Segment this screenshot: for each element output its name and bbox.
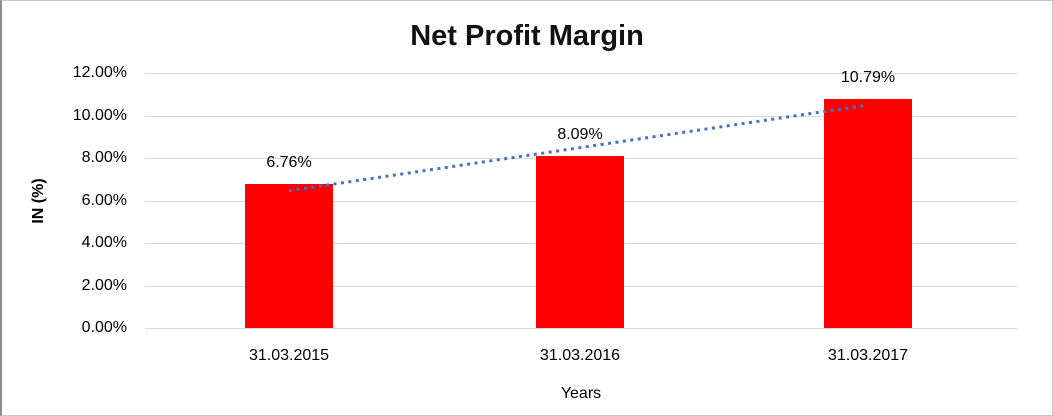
bar-data-label: 6.76% (266, 154, 312, 172)
y-tick-label: 6.00% (81, 191, 127, 209)
bar (536, 156, 624, 328)
chart-title: Net Profit Margin (410, 20, 644, 52)
x-tick-label: 31.03.2016 (539, 347, 621, 364)
x-axis-title: Years (560, 385, 602, 402)
bar (245, 184, 333, 328)
y-tick-label: 0.00% (81, 319, 127, 336)
y-tick-label: 4.00% (81, 234, 127, 251)
y-tick-label: 8.00% (81, 149, 127, 166)
bar-data-label: 8.09% (557, 126, 603, 144)
gridline (145, 73, 1017, 74)
bar (824, 98, 912, 328)
y-tick-label: 2.00% (81, 276, 127, 294)
y-tick-label: 10.00% (72, 106, 127, 124)
bar-data-label: 10.79% (840, 68, 896, 86)
y-tick-label: 12.00% (72, 64, 127, 81)
x-tick-label: 31.03.2015 (248, 347, 330, 364)
gridline (145, 328, 1017, 329)
x-tick-label: 31.03.2017 (827, 347, 909, 364)
